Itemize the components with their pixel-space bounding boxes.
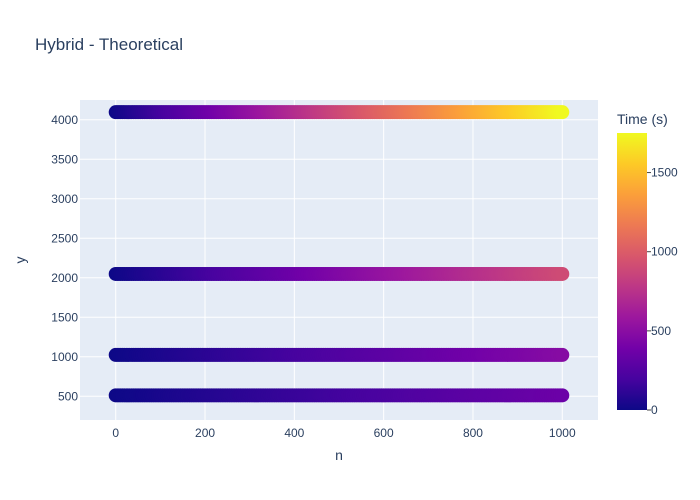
plot-area: [80, 100, 598, 420]
y-tick-label: 3000: [51, 192, 78, 206]
colorbar-gradient: [617, 133, 647, 410]
colorbar-tick-label: 1500: [651, 166, 678, 180]
series-row-0: [108, 105, 570, 120]
data-point: [555, 347, 570, 362]
y-axis-label: y: [12, 257, 28, 264]
x-tick-label: 200: [195, 426, 215, 440]
data-point: [555, 105, 570, 120]
y-tick-label: 4000: [51, 113, 78, 127]
y-tick-label: 2500: [51, 231, 78, 245]
x-tick-label: 400: [284, 426, 304, 440]
y-tick-label: 500: [58, 389, 78, 403]
colorbar-tick-label: 1000: [651, 245, 678, 259]
y-tick-label: 2000: [51, 271, 78, 285]
series-row-1: [108, 266, 570, 281]
x-tick-label: 800: [463, 426, 483, 440]
x-tick-label: 1000: [549, 426, 576, 440]
colorbar: Time (s) 0 500 1000 1500: [617, 111, 678, 417]
y-tick-label: 1500: [51, 310, 78, 324]
x-axis-label: n: [335, 447, 343, 463]
chart-title: Hybrid - Theoretical: [35, 35, 183, 54]
x-tick-label: 600: [374, 426, 394, 440]
colorbar-title: Time (s): [617, 111, 668, 127]
y-axis-ticks: 500 1000 1500 2000 2500 3000 3500 4000: [51, 113, 78, 404]
x-axis-ticks: 0 200 400 600 800 1000: [112, 426, 576, 440]
series-row-3: [108, 388, 570, 403]
data-point: [555, 388, 570, 403]
series-row-2: [108, 347, 570, 362]
y-tick-label: 3500: [51, 152, 78, 166]
colorbar-tick-label: 0: [651, 403, 658, 417]
x-tick-label: 0: [112, 426, 119, 440]
y-tick-label: 1000: [51, 350, 78, 364]
data-point: [555, 266, 570, 281]
data-marks: [108, 105, 570, 403]
colorbar-tick-label: 500: [651, 324, 671, 338]
